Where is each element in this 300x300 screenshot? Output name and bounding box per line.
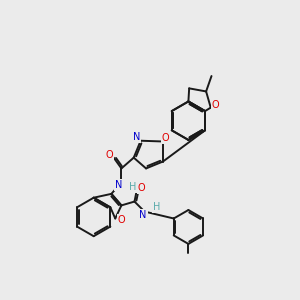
Text: N: N: [139, 210, 147, 220]
Text: N: N: [115, 180, 122, 190]
Text: H: H: [128, 182, 136, 192]
Text: O: O: [161, 133, 169, 142]
Text: O: O: [105, 150, 113, 160]
Text: O: O: [212, 100, 219, 110]
Text: O: O: [138, 183, 145, 193]
Text: N: N: [133, 132, 140, 142]
Text: O: O: [118, 215, 125, 225]
Text: H: H: [153, 202, 160, 212]
